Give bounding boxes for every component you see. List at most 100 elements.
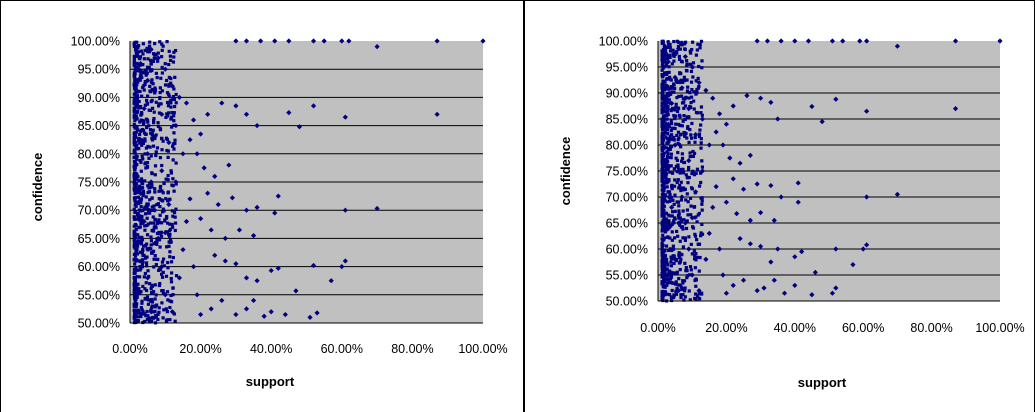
data-point: [667, 65, 671, 69]
data-point: [668, 247, 672, 251]
data-point: [685, 208, 690, 212]
data-point: [148, 84, 152, 88]
data-point: [687, 140, 691, 145]
data-point: [664, 127, 668, 131]
data-point: [137, 136, 141, 141]
y-tick-label: 75.00%: [78, 176, 120, 190]
data-point: [675, 288, 682, 294]
data-point: [685, 175, 689, 179]
data-point: [190, 117, 197, 123]
data-point: [159, 234, 164, 238]
data-point: [681, 236, 685, 240]
data-point: [696, 288, 702, 294]
data-point: [160, 221, 164, 225]
data-point: [792, 254, 798, 260]
data-point: [661, 165, 665, 169]
data-point: [660, 199, 664, 203]
data-point: [136, 315, 140, 319]
data-point: [661, 243, 665, 247]
data-point: [135, 99, 139, 103]
data-point: [137, 99, 141, 104]
data-point: [665, 109, 670, 113]
data-point: [158, 204, 162, 209]
data-point: [173, 123, 179, 129]
data-point: [665, 261, 669, 265]
data-point: [662, 182, 666, 186]
data-point: [171, 144, 175, 148]
data-point: [148, 282, 152, 286]
data-point: [160, 189, 164, 193]
data-point: [154, 71, 158, 75]
data-point: [768, 182, 774, 189]
data-point: [666, 190, 670, 194]
data-point: [674, 122, 678, 126]
data-point: [665, 121, 671, 127]
data-point: [713, 129, 719, 135]
data-point: [693, 234, 698, 238]
data-point: [167, 49, 171, 53]
data-point: [660, 271, 664, 276]
data-point: [157, 306, 161, 310]
data-point: [686, 213, 690, 217]
data-point: [812, 269, 818, 275]
data-point: [168, 305, 172, 310]
data-point: [669, 295, 673, 299]
data-point: [219, 297, 225, 304]
x-axis-title: support: [798, 375, 847, 390]
data-point: [173, 75, 177, 79]
data-point: [140, 258, 145, 262]
data-point: [703, 256, 709, 262]
data-point: [152, 204, 156, 208]
data-point: [700, 165, 705, 169]
data-point: [173, 141, 177, 146]
data-point: [154, 153, 158, 158]
data-point: [160, 71, 164, 75]
x-tick-label: 60.00%: [842, 321, 884, 335]
data-point: [132, 207, 136, 211]
data-point: [374, 44, 380, 50]
data-point: [149, 299, 153, 303]
data-point: [663, 176, 667, 180]
data-point: [664, 174, 668, 178]
data-point: [685, 115, 689, 119]
data-point: [169, 300, 174, 304]
data-point: [672, 294, 676, 298]
data-point: [689, 80, 694, 84]
data-point: [683, 117, 687, 122]
data-point: [681, 167, 685, 171]
data-point: [138, 141, 142, 145]
data-point: [219, 100, 225, 106]
data-point: [678, 239, 682, 243]
data-point: [157, 196, 161, 201]
data-point: [142, 253, 146, 258]
data-point: [166, 260, 170, 265]
data-point: [172, 147, 176, 151]
data-point: [674, 292, 679, 296]
data-point: [666, 40, 670, 44]
data-point: [133, 290, 137, 294]
data-point: [682, 160, 686, 165]
data-point: [152, 121, 156, 125]
data-point: [676, 165, 680, 170]
data-point: [669, 121, 674, 126]
data-point: [665, 137, 669, 141]
data-point: [134, 227, 138, 232]
data-point: [713, 184, 719, 190]
data-point: [671, 221, 675, 225]
data-point: [133, 149, 137, 153]
data-point: [173, 138, 177, 142]
data-point: [663, 60, 667, 64]
data-point: [160, 275, 165, 279]
data-point: [665, 155, 669, 159]
data-point: [673, 86, 677, 91]
data-point: [171, 94, 175, 99]
data-point: [664, 158, 669, 162]
data-point: [683, 295, 687, 299]
data-point: [668, 55, 672, 59]
data-point: [819, 119, 825, 125]
data-point: [144, 146, 149, 150]
data-point: [148, 211, 152, 215]
data-point: [137, 199, 142, 204]
x-tick-label: 60.00%: [321, 342, 363, 356]
data-point: [681, 80, 685, 84]
